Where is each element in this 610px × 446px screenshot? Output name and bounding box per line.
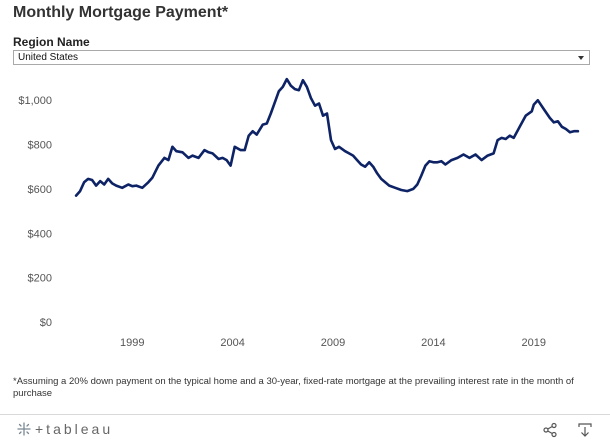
x-tick-label: 2019 xyxy=(522,337,546,349)
mortgage-line-chart[interactable]: $0 $200 $400 $600 $800 $1,000 1999 2004 2009 201… xyxy=(0,68,610,368)
x-tick-label: 2014 xyxy=(421,337,445,349)
series-line[interactable] xyxy=(74,77,580,197)
y-tick-label: $1,000 xyxy=(18,95,52,107)
x-tick-label: 2009 xyxy=(321,337,345,349)
share-icon[interactable] xyxy=(542,422,558,438)
tableau-wordmark: +tableau xyxy=(35,421,114,437)
tableau-toolbar: +tableau xyxy=(0,414,610,446)
y-tick-label: $400 xyxy=(28,228,52,240)
page-title: Monthly Mortgage Payment* xyxy=(13,4,229,21)
region-filter-label: Region Name xyxy=(13,35,90,49)
region-dropdown[interactable]: United States xyxy=(13,50,590,65)
footnote: *Assuming a 20% down payment on the typi… xyxy=(13,376,574,399)
download-icon[interactable] xyxy=(577,422,593,438)
region-dropdown-value: United States xyxy=(18,52,79,63)
y-axis: $0 $200 $400 $600 $800 $1,000 xyxy=(18,95,52,329)
y-tick-label: $200 xyxy=(28,273,52,285)
chart-series xyxy=(74,77,580,197)
x-tick-label: 1999 xyxy=(120,337,144,349)
y-tick-label: $800 xyxy=(28,140,52,152)
y-tick-label: $600 xyxy=(28,184,52,196)
x-tick-label: 2004 xyxy=(220,337,244,349)
tableau-brand[interactable]: +tableau xyxy=(17,421,113,437)
tableau-logo-icon xyxy=(17,422,31,436)
y-tick-label: $0 xyxy=(40,317,52,329)
x-axis: 1999 2004 2009 2014 2019 xyxy=(120,337,546,349)
chevron-down-icon[interactable] xyxy=(578,56,584,60)
